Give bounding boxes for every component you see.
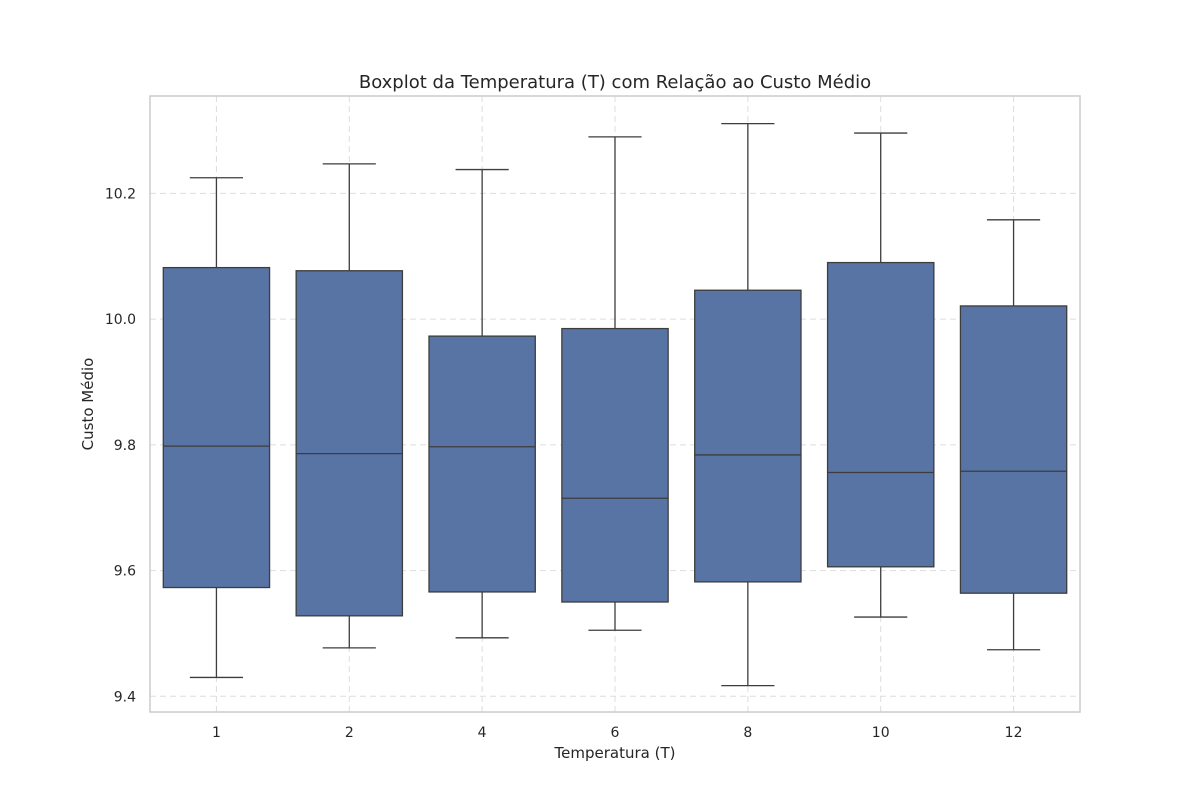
y-tick-label: 9.8: [114, 438, 136, 454]
y-tick-label: 9.4: [114, 689, 136, 705]
box-group: [428, 168, 536, 639]
y-tick-label: 10.2: [105, 186, 136, 202]
x-tick-label: 8: [743, 725, 752, 741]
plot-frame: [149, 95, 1081, 713]
box-group: [561, 136, 669, 631]
x-tick-label: 10: [872, 725, 890, 741]
x-tick-label: 4: [478, 725, 487, 741]
box-layer: [162, 123, 1068, 687]
y-tick-label: 10.0: [105, 312, 136, 328]
x-axis-label: Temperatura (T): [554, 744, 676, 762]
box-group: [162, 177, 271, 679]
iqr-box: [694, 289, 802, 583]
box-group: [295, 163, 404, 649]
y-tick-label: 9.6: [114, 564, 136, 580]
iqr-box: [162, 266, 271, 589]
y-axis-label: Custo Médio: [79, 358, 97, 451]
iqr-box: [561, 327, 669, 603]
iqr-box: [959, 305, 1068, 594]
box-group: [694, 123, 802, 687]
tick-layer: 9.49.69.810.010.21 2 4 6 8 10 12: [105, 186, 1023, 741]
iqr-box: [826, 261, 935, 568]
x-tick-label: 12: [1005, 725, 1023, 741]
chart-title: Boxplot da Temperatura (T) com Relação a…: [359, 72, 871, 93]
iqr-box: [295, 270, 404, 617]
x-tick-label: 1: [212, 725, 221, 741]
box-group: [959, 219, 1068, 651]
x-tick-label: 6: [611, 725, 620, 741]
iqr-box: [428, 335, 536, 593]
box-group: [826, 132, 935, 618]
x-tick-label: 2: [345, 725, 354, 741]
